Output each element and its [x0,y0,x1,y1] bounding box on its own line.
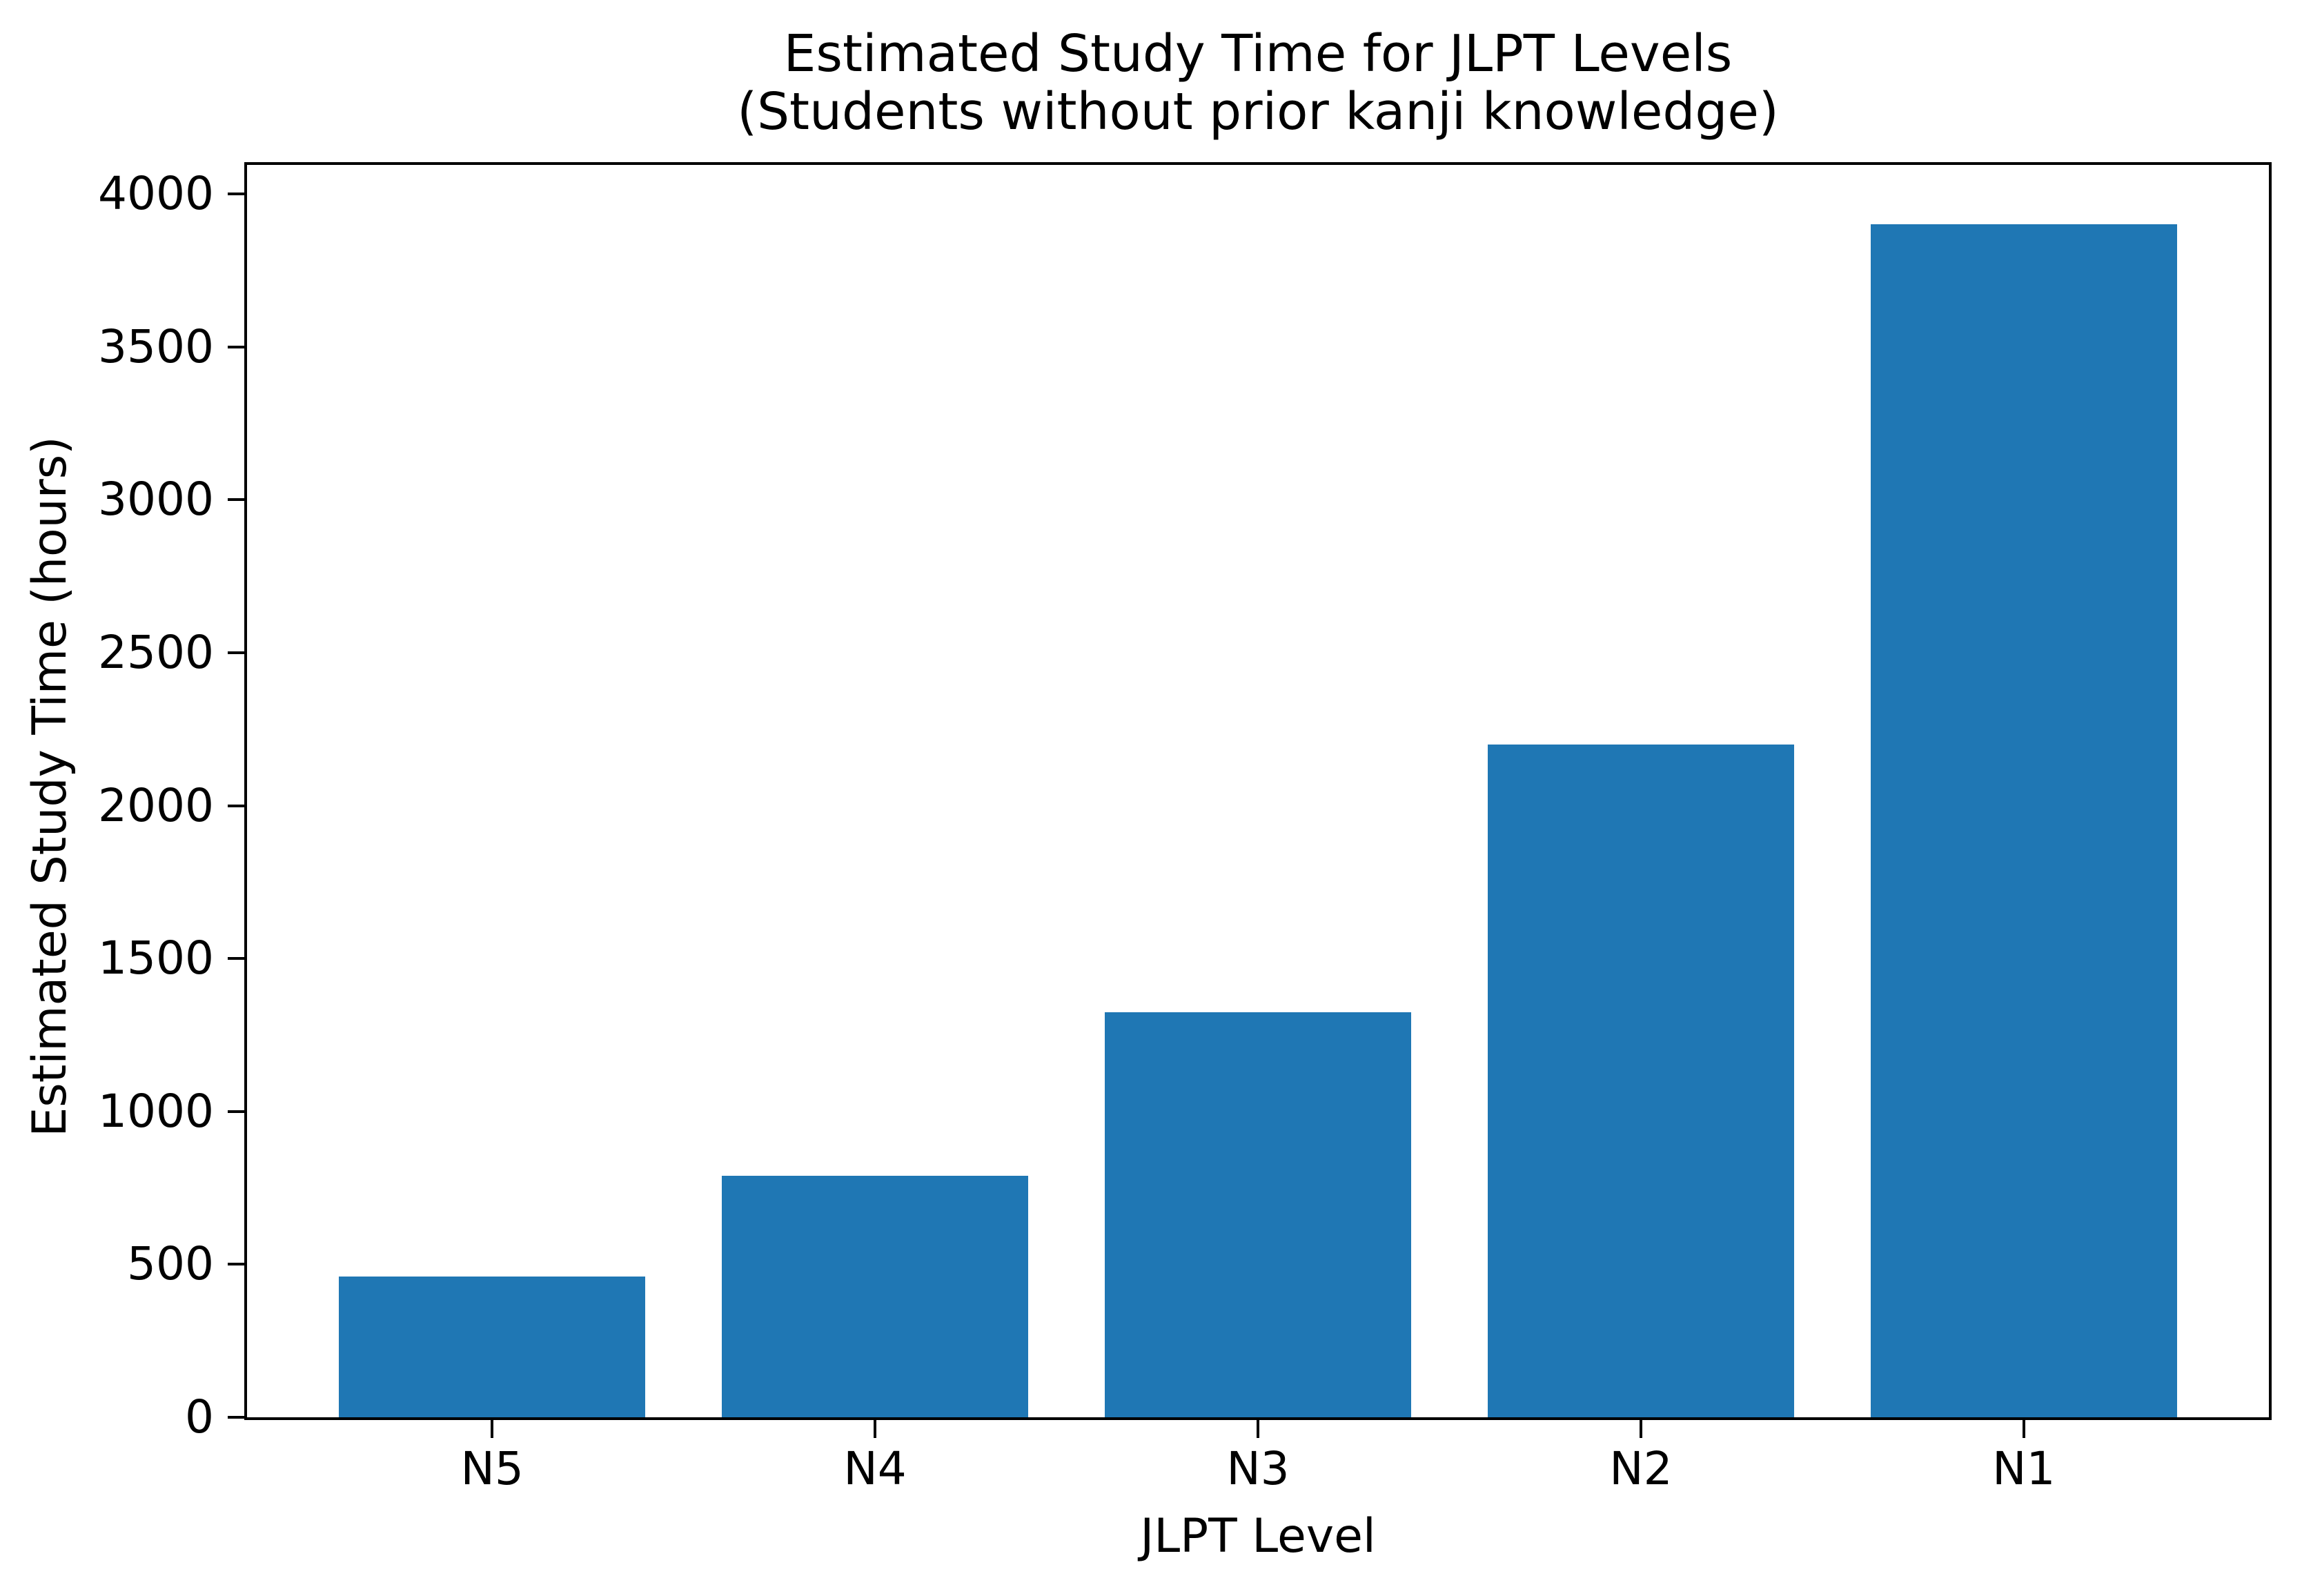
y-tick-mark [228,1416,244,1419]
y-tick-label: 1000 [98,1084,214,1138]
x-tick-mark [1257,1420,1259,1438]
x-tick-mark [2022,1420,2025,1438]
x-tick-mark [491,1420,494,1438]
bar-N3 [1105,1012,1411,1417]
bar-N2 [1487,744,1794,1417]
y-tick-mark [228,498,244,502]
chart-title-block: Estimated Study Time for JLPT Levels (St… [244,25,2272,141]
x-tick-label: N4 [843,1442,907,1495]
y-tick-mark [228,1263,244,1266]
chart-subtitle: (Students without prior kanji knowledge) [737,82,1779,141]
bar-N5 [339,1277,646,1417]
y-tick-mark [228,804,244,807]
y-tick-label: 3500 [98,319,214,373]
y-tick-label: 3000 [98,473,214,526]
x-axis-label: JLPT Level [1140,1509,1376,1564]
y-tick-mark [228,651,244,654]
x-tick-label: N5 [460,1442,524,1495]
x-tick-mark [1639,1420,1642,1438]
x-tick-label: N2 [1609,1442,1673,1495]
chart-title: Estimated Study Time for JLPT Levels [783,24,1733,83]
bar-N1 [1870,224,2177,1417]
y-tick-label: 0 [185,1390,214,1444]
y-tick-label: 2500 [98,625,214,679]
y-tick-mark [228,1110,244,1113]
y-tick-label: 500 [127,1237,214,1291]
plot-area: 0 500 1000 1500 2000 2500 3000 3500 4000 N5 N4 N3 N2… [98,162,2272,1492]
x-tick-mark [874,1420,877,1438]
y-tick-label: 4000 [98,167,214,221]
y-tick-mark [228,957,244,960]
y-tick-mark [228,345,244,348]
y-tick-mark [228,193,244,196]
y-tick-label: 2000 [98,778,214,832]
y-axis-label: Estimated Study Time (hours) [23,436,77,1137]
x-tick-label: N3 [1226,1442,1290,1495]
x-tick-label: N1 [1992,1442,2056,1495]
bar-N4 [722,1175,1029,1417]
y-tick-label: 1500 [98,932,214,985]
